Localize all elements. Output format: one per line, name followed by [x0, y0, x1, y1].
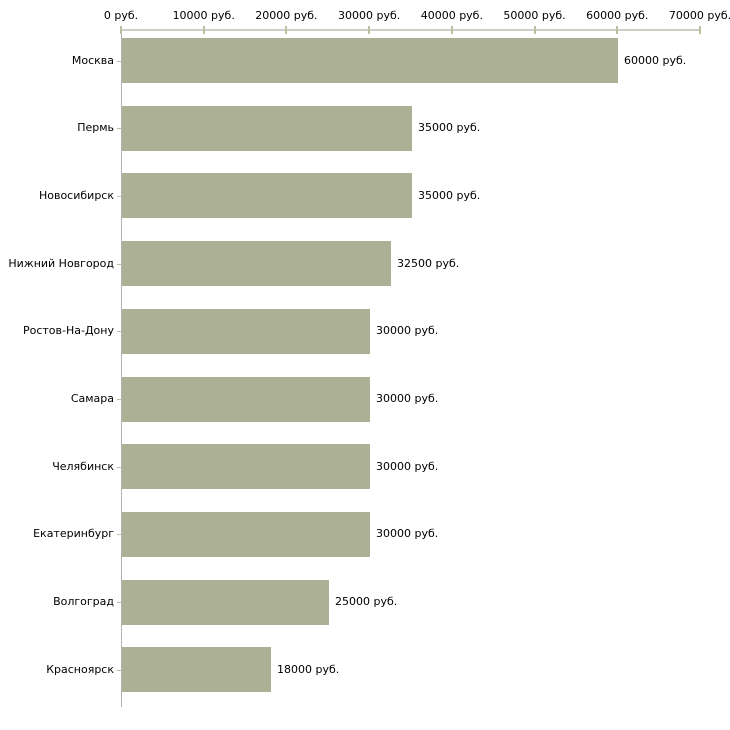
bar: [122, 647, 271, 692]
x-tick-label: 20000 руб.: [255, 9, 318, 22]
x-tick: [699, 26, 701, 34]
value-label: 32500 руб.: [397, 257, 460, 270]
category-label: Самара: [70, 392, 114, 405]
bar: [122, 241, 391, 286]
category-label: Москва: [71, 54, 114, 67]
value-label: 35000 руб.: [418, 189, 481, 202]
x-tick: [285, 26, 288, 34]
y-tick: [117, 196, 125, 197]
x-tick: [616, 26, 619, 34]
bar: [122, 444, 370, 489]
bar: [122, 512, 370, 557]
bar: [122, 106, 412, 151]
x-tick-label: 0 руб.: [103, 9, 139, 22]
x-tick-label: 40000 руб.: [420, 9, 483, 22]
category-label: Волгоград: [53, 595, 114, 608]
x-tick-label: 70000 руб.: [668, 9, 730, 22]
category-label: Ростов-На-Дону: [22, 324, 114, 337]
y-tick: [117, 128, 125, 129]
y-tick: [117, 670, 125, 671]
value-label: 35000 руб.: [418, 121, 481, 134]
x-tick-label: 30000 руб.: [338, 9, 401, 22]
y-tick: [117, 602, 125, 603]
y-tick: [117, 399, 125, 400]
x-tick: [368, 26, 371, 34]
bar: [122, 580, 329, 625]
x-tick-label: 10000 руб.: [172, 9, 235, 22]
y-axis-line: [121, 31, 122, 707]
value-label: 18000 руб.: [277, 663, 340, 676]
value-label: 30000 руб.: [376, 460, 439, 473]
x-tick-label: 50000 руб.: [503, 9, 566, 22]
category-label: Челябинск: [52, 460, 114, 473]
x-tick-label: 60000 руб.: [586, 9, 649, 22]
bar: [122, 377, 370, 422]
category-label: Пермь: [77, 121, 114, 134]
category-label: Нижний Новгород: [8, 257, 114, 270]
bar: [122, 309, 370, 354]
y-tick: [117, 331, 125, 332]
category-label: Красноярск: [46, 663, 114, 676]
x-tick: [533, 26, 536, 34]
bar: [122, 173, 412, 218]
y-tick: [117, 61, 125, 62]
x-tick: [202, 26, 205, 34]
y-tick: [117, 534, 125, 535]
value-label: 30000 руб.: [376, 392, 439, 405]
x-axis-line: [121, 29, 700, 31]
category-label: Екатеринбург: [33, 527, 114, 540]
value-label: 30000 руб.: [376, 527, 439, 540]
category-label: Новосибирск: [38, 189, 114, 202]
value-label: 60000 руб.: [624, 54, 687, 67]
y-tick: [117, 467, 125, 468]
x-tick: [450, 26, 453, 34]
bar: [122, 38, 618, 83]
value-label: 30000 руб.: [376, 324, 439, 337]
x-tick: [120, 26, 122, 34]
y-tick: [117, 264, 125, 265]
value-label: 25000 руб.: [335, 595, 398, 608]
